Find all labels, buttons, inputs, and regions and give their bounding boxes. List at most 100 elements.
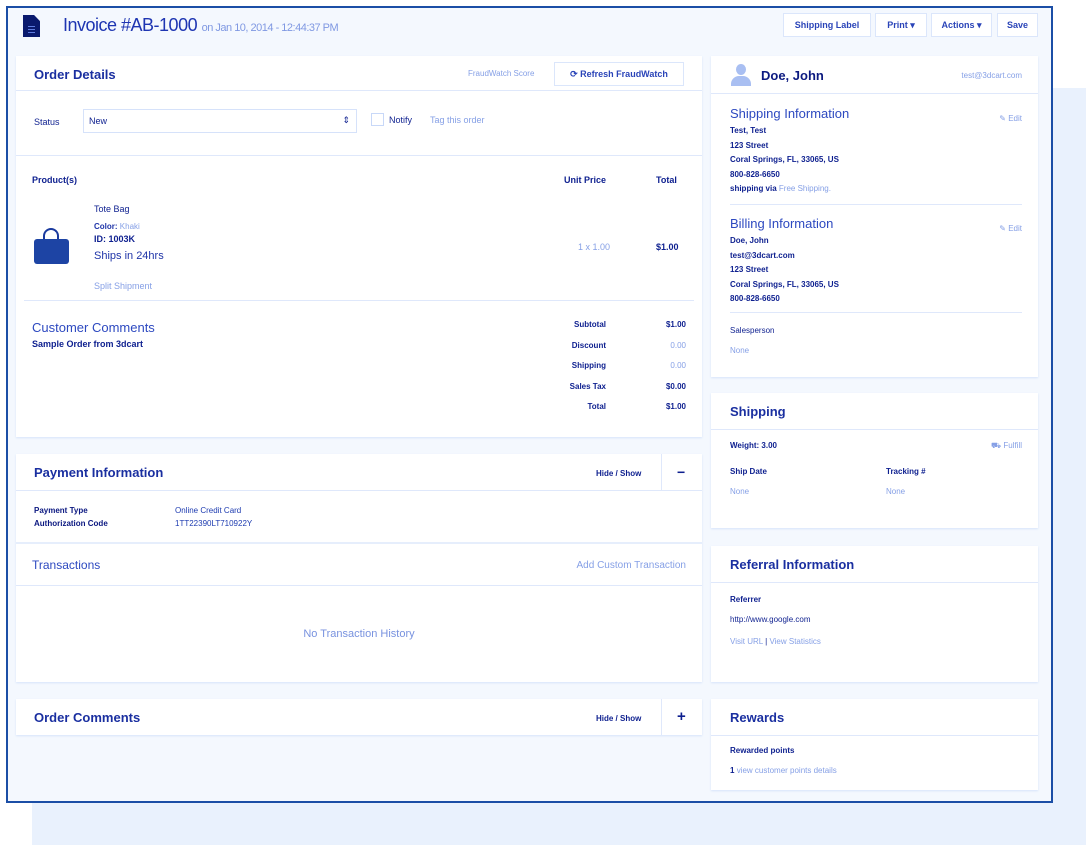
notify-label: Notify bbox=[389, 115, 413, 125]
status-select[interactable]: New ⇕ bbox=[83, 109, 357, 133]
tracking-label: Tracking # bbox=[886, 467, 926, 476]
billing-info-title: Billing Information bbox=[730, 216, 834, 231]
color-value: Khaki bbox=[119, 222, 140, 231]
truck-icon: ⛟ bbox=[991, 441, 1004, 450]
transactions-title: Transactions bbox=[32, 558, 101, 572]
total-label-discount: Discount bbox=[571, 340, 606, 350]
col-products: Product(s) bbox=[32, 175, 77, 185]
auth-code-label: Authorization Code bbox=[34, 519, 108, 528]
save-button[interactable]: Save bbox=[997, 13, 1038, 37]
payment-panel: Payment Information Hide / Show − Paymen… bbox=[16, 454, 702, 682]
customer-name[interactable]: Doe, John bbox=[761, 68, 824, 83]
payment-type-label: Payment Type bbox=[34, 506, 88, 515]
expand-icon[interactable]: + bbox=[677, 708, 686, 725]
pencil-icon: ✎ bbox=[999, 224, 1009, 233]
weight: Weight: 3.00 bbox=[730, 441, 777, 450]
visit-url-link[interactable]: Visit URL bbox=[730, 637, 763, 646]
shipping-address-line: Test, Test bbox=[730, 126, 767, 135]
rewards-panel: Rewards Rewarded points 1 view customer … bbox=[711, 699, 1038, 790]
total-value-shipping: 0.00 bbox=[670, 361, 686, 370]
no-transactions: No Transaction History bbox=[303, 628, 415, 640]
customer-comments-title: Customer Comments bbox=[32, 320, 155, 335]
view-statistics-link[interactable]: View Statistics bbox=[769, 637, 821, 646]
page-title: Invoice #AB-1000 on Jan 10, 2014 - 12:44… bbox=[63, 15, 339, 36]
fraudwatch-score: FraudWatch Score bbox=[468, 69, 535, 78]
points-value: 1 bbox=[730, 766, 735, 775]
ship-date-value: None bbox=[730, 487, 750, 496]
select-arrows-icon: ⇕ bbox=[342, 115, 350, 125]
refresh-label: Refresh FraudWatch bbox=[580, 69, 668, 79]
line-total: $1.00 bbox=[656, 242, 679, 252]
separator: | bbox=[765, 637, 768, 646]
color-label: Color: bbox=[94, 222, 118, 231]
product-name[interactable]: Tote Bag bbox=[94, 204, 130, 214]
total-label-sales-tax: Sales Tax bbox=[569, 381, 606, 391]
user-icon bbox=[731, 64, 751, 86]
order-details-panel: Order Details FraudWatch Score ⟳ Refresh… bbox=[16, 56, 702, 437]
order-comments-panel: Order Comments Hide / Show + bbox=[16, 699, 702, 735]
ship-via-label: shipping via bbox=[730, 184, 777, 193]
print-button[interactable]: Print ▾ bbox=[875, 13, 927, 37]
pencil-icon: ✎ bbox=[999, 114, 1009, 123]
salesperson-label: Salesperson bbox=[730, 326, 775, 335]
customer-email[interactable]: test@3dcart.com bbox=[961, 71, 1022, 80]
refresh-icon: ⟳ bbox=[570, 68, 581, 79]
edit-shipping-button[interactable]: ✎ Edit bbox=[999, 114, 1022, 123]
fulfill-button[interactable]: ⛟ Fulfill bbox=[991, 441, 1022, 450]
shipping-address-line: 800-828-6650 bbox=[730, 169, 780, 179]
collapse-icon[interactable]: − bbox=[677, 464, 686, 480]
invoice-icon bbox=[23, 15, 40, 37]
referral-title: Referral Information bbox=[730, 557, 855, 572]
col-unit-price: Unit Price bbox=[564, 175, 607, 185]
referrer-label: Referrer bbox=[730, 595, 762, 604]
billing-address-line: Doe, John bbox=[730, 236, 769, 245]
total-value-sales-tax: $0.00 bbox=[665, 381, 686, 391]
total-value-total: $1.00 bbox=[665, 402, 686, 411]
tag-order-link[interactable]: Tag this order bbox=[430, 115, 485, 125]
edit-billing-button[interactable]: ✎ Edit bbox=[999, 224, 1022, 233]
invoice-number: Invoice #AB-1000 bbox=[63, 15, 198, 35]
auth-code-value: 1TT22390LT710922Y bbox=[175, 519, 253, 528]
ship-method: Free Shipping. bbox=[778, 184, 831, 193]
rewards-title: Rewards bbox=[730, 710, 785, 725]
points-details-link[interactable]: view customer points details bbox=[736, 766, 837, 775]
customer-comments: Sample Order from 3dcart bbox=[32, 339, 144, 349]
comments-hide-show[interactable]: Hide / Show bbox=[596, 714, 642, 723]
billing-address-line: Coral Springs, FL, 33065, US bbox=[730, 279, 839, 289]
shipping-address-line: 123 Street bbox=[730, 140, 769, 150]
product-image-tote-bag[interactable] bbox=[34, 228, 69, 264]
tracking-value: None bbox=[886, 487, 906, 496]
product-id: ID: 1003K bbox=[94, 234, 136, 244]
col-total: Total bbox=[656, 175, 677, 185]
rewarded-points-label: Rewarded points bbox=[730, 746, 795, 755]
referrer-value: http://www.google.com bbox=[730, 615, 811, 624]
total-label-total: Total bbox=[587, 402, 606, 411]
status-label: Status bbox=[34, 117, 60, 127]
customer-panel: Doe, John test@3dcart.com Shipping Infor… bbox=[711, 56, 1038, 377]
shipping-title: Shipping bbox=[730, 404, 786, 419]
billing-address-line: 123 Street bbox=[730, 265, 769, 274]
order-details-title: Order Details bbox=[34, 67, 116, 82]
total-label-shipping: Shipping bbox=[571, 361, 606, 370]
add-custom-transaction-link[interactable]: Add Custom Transaction bbox=[576, 560, 687, 571]
notify-checkbox[interactable] bbox=[371, 113, 384, 126]
ship-date-label: Ship Date bbox=[730, 467, 767, 476]
actions-button[interactable]: Actions ▾ bbox=[931, 13, 992, 37]
shipping-address-line: Coral Springs, FL, 33065, US bbox=[730, 155, 839, 164]
payment-hide-show[interactable]: Hide / Show bbox=[596, 469, 642, 478]
total-value-discount: 0.00 bbox=[670, 340, 686, 350]
shipping-label-button[interactable]: Shipping Label bbox=[783, 13, 871, 37]
refresh-fraudwatch-button[interactable]: ⟳ Refresh FraudWatch bbox=[554, 62, 684, 86]
order-comments-title: Order Comments bbox=[34, 710, 141, 725]
total-label-subtotal: Subtotal bbox=[574, 320, 606, 329]
salesperson-value: None bbox=[730, 346, 750, 355]
payment-title: Payment Information bbox=[34, 465, 164, 480]
shipping-panel: Shipping Weight: 3.00 ⛟ Fulfill Ship Dat… bbox=[711, 393, 1038, 528]
ships-info: Ships in 24hrs bbox=[94, 250, 164, 262]
status-value: New bbox=[89, 116, 108, 126]
billing-address-line: test@3dcart.com bbox=[730, 250, 795, 260]
unit-price: 1 x 1.00 bbox=[578, 242, 611, 252]
billing-address-line: 800-828-6650 bbox=[730, 294, 780, 303]
invoice-date: on Jan 10, 2014 - 12:44:37 PM bbox=[201, 22, 339, 34]
split-shipment-link[interactable]: Split Shipment bbox=[94, 281, 153, 291]
